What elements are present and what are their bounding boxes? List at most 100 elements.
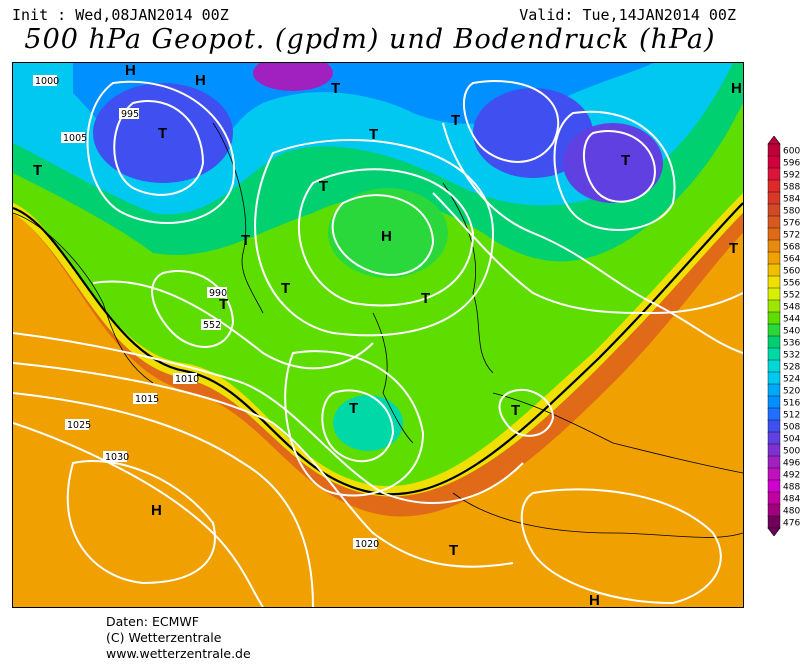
credit-website-link[interactable]: www.wetterzentrale.de bbox=[106, 646, 251, 661]
legend-level-label: 584 bbox=[783, 194, 800, 204]
isobar-1020-west bbox=[13, 392, 314, 607]
isobar-1005-europe-low bbox=[498, 388, 555, 437]
low-marker: T bbox=[369, 126, 378, 143]
low-marker: T bbox=[449, 542, 458, 559]
isobar-label-bg bbox=[133, 393, 157, 404]
coastline-mediterranean bbox=[452, 492, 743, 538]
low-marker: T bbox=[621, 152, 630, 169]
legend-swatch bbox=[767, 143, 781, 157]
isobar-label-552: 552 bbox=[203, 320, 221, 331]
legend-swatch bbox=[767, 239, 781, 253]
high-marker: H bbox=[195, 72, 206, 89]
legend-swatch bbox=[767, 407, 781, 421]
band-orange bbox=[13, 213, 743, 607]
legend-swatch bbox=[767, 515, 781, 529]
legend-level-label: 592 bbox=[783, 170, 800, 180]
high-marker: H bbox=[589, 592, 600, 607]
legend-swatch bbox=[767, 503, 781, 517]
cutoff-low-east bbox=[473, 88, 593, 178]
isobar-1025-high bbox=[298, 168, 475, 307]
isobar-1030-sw-high bbox=[66, 460, 216, 585]
legend-level-label: 504 bbox=[783, 434, 800, 444]
legend-swatch bbox=[767, 275, 781, 289]
legend-level-label: 572 bbox=[783, 230, 800, 240]
legend-level-label: 496 bbox=[783, 458, 800, 468]
isobar-995-west-low bbox=[113, 100, 205, 196]
legend-swatch bbox=[767, 191, 781, 205]
legend-arrow-bottom bbox=[767, 527, 781, 536]
isobar-label-bg bbox=[119, 108, 139, 119]
isobar-1010 bbox=[13, 332, 524, 504]
high-marker: H bbox=[381, 228, 392, 245]
legend-level-label: 596 bbox=[783, 158, 800, 168]
legend-swatch bbox=[767, 479, 781, 493]
map-canvas: 1000 1005 1010 1015 1020 1025 1030 995 9… bbox=[13, 63, 743, 607]
isobar-1005-south-low bbox=[284, 350, 425, 497]
isobar-label-bg bbox=[201, 319, 221, 330]
legend-level-label: 528 bbox=[783, 362, 800, 372]
isobar-1020-high bbox=[254, 139, 495, 337]
isobars bbox=[13, 80, 743, 607]
coastlines bbox=[13, 122, 743, 538]
legend-swatch bbox=[767, 371, 781, 385]
legend-swatch bbox=[767, 383, 781, 397]
low-marker: T bbox=[451, 112, 460, 129]
isobar-990-east-low bbox=[582, 130, 656, 203]
isobar-label-1010: 1010 bbox=[175, 374, 199, 385]
legend-swatch bbox=[767, 251, 781, 265]
credit-data-source: Daten: ECMWF bbox=[106, 614, 199, 629]
low-marker: T bbox=[319, 178, 328, 195]
legend-level-label: 524 bbox=[783, 374, 800, 384]
low-marker: T bbox=[511, 402, 520, 419]
isobar-label-bg bbox=[65, 419, 89, 430]
low-marker: T bbox=[33, 162, 42, 179]
legend-swatch bbox=[767, 287, 781, 301]
isobar-label-bg bbox=[353, 538, 377, 549]
legend-swatch bbox=[767, 263, 781, 277]
legend-level-label: 512 bbox=[783, 410, 800, 420]
legend-swatch bbox=[767, 443, 781, 457]
isobar-label-bg bbox=[173, 373, 197, 384]
isobar-1025-west bbox=[13, 422, 264, 607]
isobar-labels: 1000 1005 1010 1015 1020 1025 1030 995 9… bbox=[33, 75, 379, 550]
legend-swatch bbox=[767, 203, 781, 217]
legend-level-label: 564 bbox=[783, 254, 800, 264]
isobar-1005 bbox=[92, 280, 374, 370]
legend-level-label: 576 bbox=[783, 218, 800, 228]
isobar-1010-east bbox=[432, 192, 743, 315]
isobar-1020-southeast bbox=[520, 488, 722, 605]
legend-swatches bbox=[767, 136, 781, 536]
legend-arrow-top bbox=[767, 136, 781, 145]
legend-swatch bbox=[767, 455, 781, 469]
legend-level-label: 588 bbox=[783, 182, 800, 192]
coastline-scandinavia bbox=[442, 182, 494, 374]
legend-level-label: 552 bbox=[783, 290, 800, 300]
legend-level-label: 540 bbox=[783, 326, 800, 336]
legend-level-label: 580 bbox=[783, 206, 800, 216]
high-marker: H bbox=[151, 502, 162, 519]
isobar-label-1025: 1025 bbox=[67, 420, 91, 431]
legend-level-label: 532 bbox=[783, 350, 800, 360]
isobar-label-1005: 1005 bbox=[63, 133, 87, 144]
isobar-1005-east bbox=[442, 122, 743, 354]
legend-swatch bbox=[767, 299, 781, 313]
isobar-label-1020: 1020 bbox=[355, 539, 379, 550]
coastline-british-isles bbox=[372, 312, 414, 444]
legend-swatch bbox=[767, 419, 781, 433]
isobar-label-1015: 1015 bbox=[135, 394, 159, 405]
isobar-1015-west bbox=[13, 362, 514, 568]
legend-level-label: 568 bbox=[783, 242, 800, 252]
forecast-map: 1000 1005 1010 1015 1020 1025 1030 995 9… bbox=[12, 62, 744, 608]
coastline-europe bbox=[492, 392, 743, 474]
pressure-markers: H H H H H H T T T T T T T T T T T T T T bbox=[33, 63, 742, 607]
contour-552 bbox=[13, 202, 743, 496]
legend-level-label: 600 bbox=[783, 146, 800, 156]
isobar-label-995: 995 bbox=[121, 109, 139, 120]
low-marker: T bbox=[219, 296, 228, 313]
legend-level-label: 508 bbox=[783, 422, 800, 432]
legend-swatch bbox=[767, 167, 781, 181]
legend-labels: 600 596 592 588 584 580 576 572 568 564 560 556 552 5… bbox=[783, 146, 800, 528]
legend-level-label: 480 bbox=[783, 506, 800, 516]
isobar-label-1000: 1000 bbox=[35, 76, 59, 87]
isobar-label-1030: 1030 bbox=[105, 452, 129, 463]
